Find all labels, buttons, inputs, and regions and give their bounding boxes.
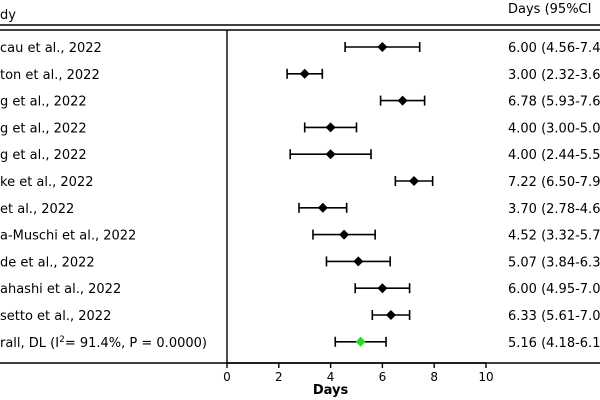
point-estimate-8 xyxy=(353,256,364,267)
point-estimate-10 xyxy=(385,310,396,320)
study-label-2: g et al., 2022 xyxy=(0,95,87,110)
estimate-text-3: 4.00 (3.00-5.0 xyxy=(508,121,600,136)
x-tick-label-5: 10 xyxy=(478,370,493,384)
study-label-8: de et al., 2022 xyxy=(0,255,95,270)
x-tick-label-0: 0 xyxy=(223,370,231,384)
estimate-text-2: 6.78 (5.93-7.6 xyxy=(508,95,600,110)
plot-body: cau et al., 2022 6.00 (4.56-7.4 ton et al.… xyxy=(0,30,600,398)
point-estimate-4 xyxy=(325,149,336,160)
estimate-text-10: 6.33 (5.61-7.0 xyxy=(508,309,600,324)
study-label-5: ke et al., 2022 xyxy=(0,175,93,190)
study-label-10: setto et al., 2022 xyxy=(0,309,111,324)
estimate-text-9: 6.00 (4.95-7.0 xyxy=(508,282,600,297)
overall-estimate-text: 5.16 (4.18-6.1 xyxy=(508,336,600,351)
x-tick-label-1: 2 xyxy=(275,370,283,384)
point-estimate-1 xyxy=(299,68,310,79)
estimate-text-8: 5.07 (3.84-6.3 xyxy=(508,255,600,270)
point-estimate-7 xyxy=(339,229,350,240)
study-label-3: g et al., 2022 xyxy=(0,121,87,136)
x-tick-label-3: 6 xyxy=(379,370,387,384)
point-estimate-0 xyxy=(377,42,388,52)
x-tick-label-2: 4 xyxy=(327,370,335,384)
study-label-6: et al., 2022 xyxy=(0,202,74,217)
estimate-text-4: 4.00 (2.44-5.5 xyxy=(508,148,600,163)
study-label-1: ton et al., 2022 xyxy=(0,68,100,83)
point-estimate-3 xyxy=(325,122,336,133)
study-label-4: g et al., 2022 xyxy=(0,148,87,163)
estimate-text-5: 7.22 (6.50-7.9 xyxy=(508,175,600,190)
study-label-7: a-Muschi et al., 2022 xyxy=(0,229,136,244)
estimate-text-1: 3.00 (2.32-3.6 xyxy=(508,68,600,83)
x-axis-title: Days xyxy=(313,383,349,398)
x-tick-label-4: 8 xyxy=(430,370,438,384)
point-estimate-6 xyxy=(317,202,328,213)
overall-diamond xyxy=(355,336,366,347)
point-estimate-9 xyxy=(377,283,388,294)
estimate-text-0: 6.00 (4.56-7.4 xyxy=(508,41,600,56)
study-column-header: dy xyxy=(0,8,16,23)
overall-label: rall, DL (I2= 91.4%, P = 0.0000) xyxy=(0,335,207,351)
estimate-text-7: 4.52 (3.32-5.7 xyxy=(508,229,600,244)
point-estimate-2 xyxy=(397,95,408,106)
estimate-text-6: 3.70 (2.78-4.6 xyxy=(508,202,600,217)
estimate-column-header: Days (95%CI xyxy=(508,2,591,17)
study-label-0: cau et al., 2022 xyxy=(0,41,102,56)
point-estimate-5 xyxy=(408,176,419,186)
study-label-9: ahashi et al., 2022 xyxy=(0,282,121,297)
